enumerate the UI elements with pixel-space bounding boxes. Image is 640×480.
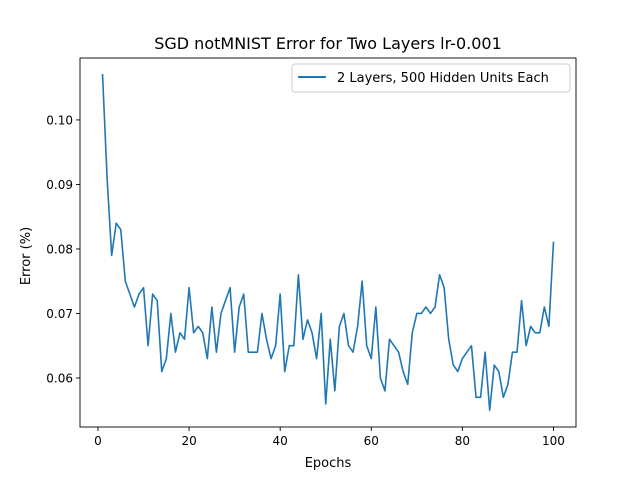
- x-tick-label: 60: [364, 434, 379, 448]
- x-tick-label: 0: [94, 434, 102, 448]
- x-tick-label: 80: [455, 434, 470, 448]
- legend-label: 2 Layers, 500 Hidden Units Each: [337, 71, 549, 86]
- y-tick-label: 0.10: [46, 113, 73, 127]
- y-tick-label: 0.07: [46, 307, 73, 321]
- legend: 2 Layers, 500 Hidden Units Each: [291, 63, 571, 93]
- chart-title: SGD notMNIST Error for Two Layers lr-0.0…: [154, 34, 502, 53]
- y-tick-label: 0.08: [46, 242, 73, 256]
- axes: 0 20 40 60 80 100 0.06 0.07 0.08 0.09 0.10: [46, 57, 577, 448]
- x-axis-label: Epochs: [305, 456, 352, 471]
- axes-frame: [79, 57, 577, 428]
- x-tick-label: 20: [181, 434, 196, 448]
- x-tick-label: 100: [542, 434, 565, 448]
- x-tick-label: 40: [273, 434, 288, 448]
- plot-area: [101, 73, 555, 412]
- legend-box: [291, 63, 571, 93]
- series-line-0: [101, 73, 555, 412]
- y-axis-label: Error (%): [19, 227, 34, 285]
- y-tick-label: 0.06: [46, 371, 73, 385]
- y-tick-label: 0.09: [46, 178, 73, 192]
